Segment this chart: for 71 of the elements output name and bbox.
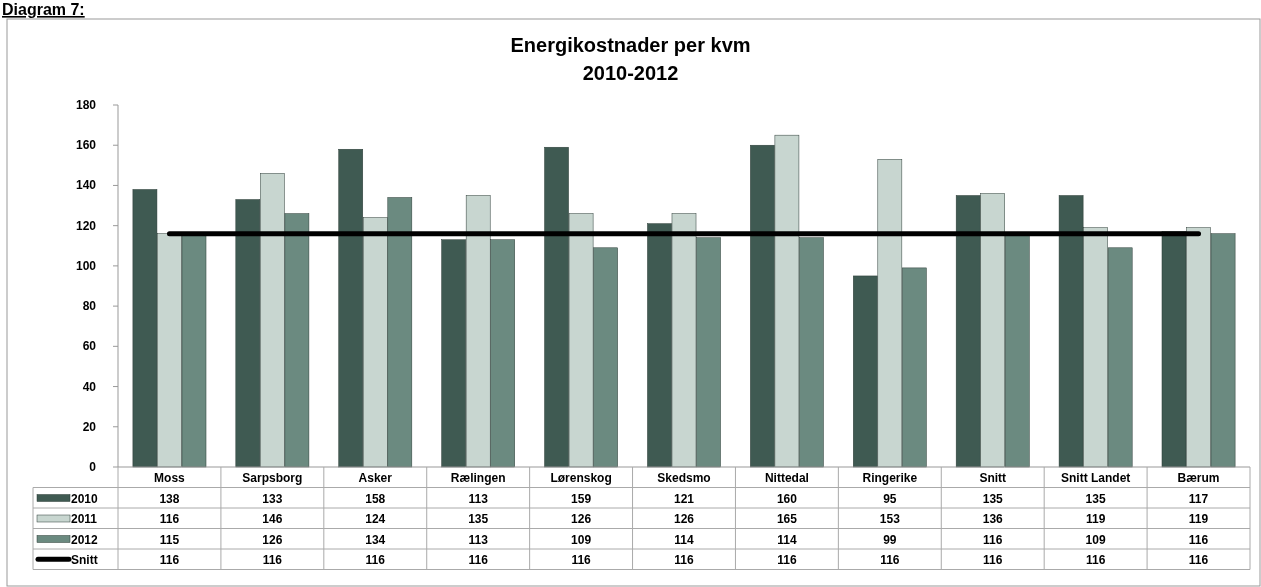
data-label: 116	[262, 553, 283, 567]
y-tick-label: 0	[89, 460, 97, 474]
data-label: 114	[674, 532, 695, 547]
data-label: 109	[571, 532, 592, 547]
data-label: 158	[365, 491, 386, 506]
data-label: 115	[159, 532, 180, 547]
y-tick-label: 40	[82, 379, 97, 394]
y-tick-label: 120	[75, 218, 97, 233]
data-label: 165	[776, 512, 798, 526]
x-tick-label: Rælingen	[450, 471, 506, 485]
data-label: 116	[777, 553, 797, 567]
data-label: 116	[983, 553, 1003, 567]
data-label: 136	[982, 512, 1004, 526]
data-label: 138	[159, 491, 180, 506]
data-label: 116	[159, 512, 180, 526]
data-label: 116	[159, 553, 180, 567]
data-label: 159	[571, 491, 592, 506]
data-label: 135	[468, 512, 489, 526]
x-tick-label: Sarpsborg	[242, 471, 303, 485]
x-tick-label: Lørenskog	[550, 471, 612, 485]
data-label: 135	[1085, 491, 1106, 506]
data-label: 116	[983, 532, 1003, 547]
data-label: 133	[262, 491, 283, 506]
legend-label: 2011	[71, 512, 98, 526]
data-label: 146	[262, 512, 283, 526]
data-label: 160	[776, 491, 798, 506]
x-tick-label: Snitt Landet	[1060, 471, 1131, 485]
x-tick-label: Nittedal	[764, 471, 809, 485]
data-label: 116	[1188, 532, 1209, 547]
data-label: 116	[1085, 553, 1106, 567]
x-tick-label: Bærum	[1177, 471, 1220, 485]
y-tick-label: 160	[75, 138, 97, 153]
chart-title: Energikostnader per kvm 2010-2012	[510, 34, 751, 84]
data-label: 124	[365, 512, 386, 526]
data-label: 113	[468, 491, 489, 506]
data-label: 116	[880, 553, 900, 567]
data-label: 109	[1085, 532, 1106, 547]
x-tick-label: Skedsmo	[657, 471, 711, 485]
data-label: 134	[365, 532, 386, 547]
data-label: 135	[982, 491, 1004, 506]
data-label: 153	[879, 512, 901, 526]
legend-label: 2012	[71, 532, 99, 547]
data-label: 119	[1188, 512, 1209, 526]
data-label: 116	[365, 553, 386, 567]
y-tick-label: 140	[75, 178, 97, 193]
data-label: 116	[571, 553, 592, 567]
text: Diagram 7:	[2, 1, 85, 18]
y-tick-label: 80	[82, 299, 97, 314]
x-tick-label: Asker	[358, 471, 393, 485]
data-label: 116	[674, 553, 695, 567]
data-label: 126	[262, 532, 283, 547]
data-label: 117	[1188, 491, 1209, 506]
x-tick-label: Ringerike	[862, 471, 918, 485]
data-label: 126	[673, 512, 695, 526]
data-label: 119	[1085, 512, 1106, 526]
y-tick-label: 20	[82, 419, 97, 434]
y-tick-label: 60	[82, 339, 97, 354]
data-label: 99	[883, 532, 897, 547]
y-tick-label: 100	[75, 258, 97, 273]
data-label: 116	[468, 553, 489, 567]
data-label: 116	[1188, 553, 1209, 567]
legend-label: 2010	[71, 491, 99, 506]
data-label: 126	[571, 512, 592, 526]
x-tick-label: Snitt	[979, 471, 1007, 485]
x-tick-label: Moss	[154, 471, 186, 485]
legend-label: Snitt	[71, 553, 98, 567]
data-label: 113	[468, 532, 489, 547]
y-tick-label: 180	[75, 98, 97, 112]
data-label: 114	[777, 532, 797, 547]
data-label: 121	[673, 491, 695, 506]
data-label: 95	[883, 491, 897, 506]
